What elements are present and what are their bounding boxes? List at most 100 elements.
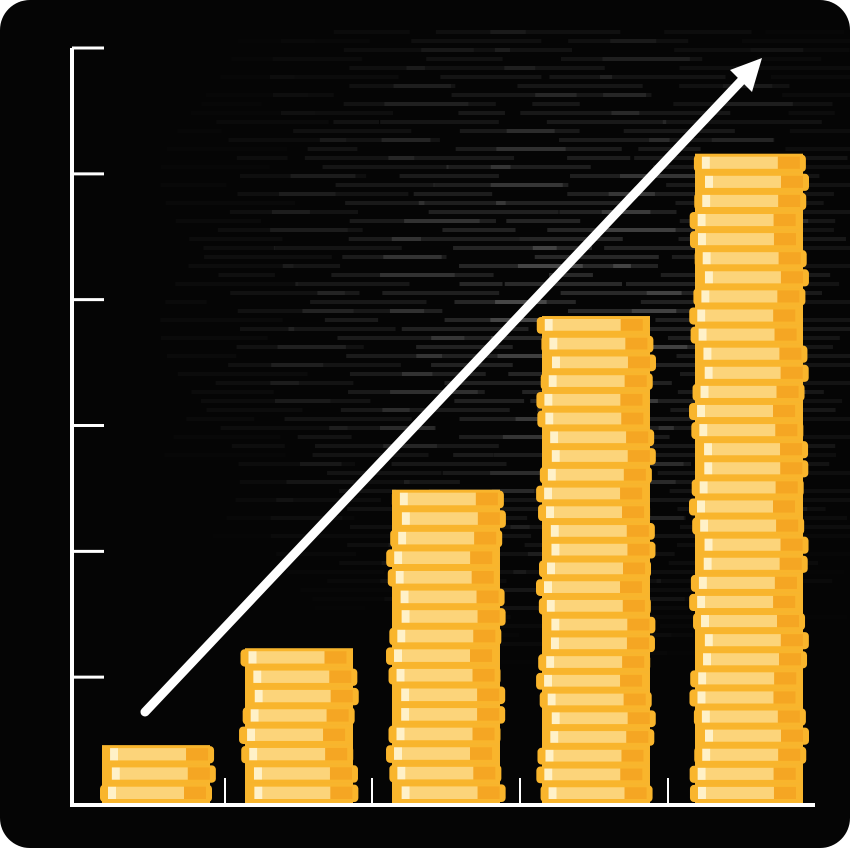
stripe <box>327 471 442 475</box>
stripe <box>381 138 431 142</box>
coin-shine <box>401 512 410 525</box>
stripe <box>623 129 735 133</box>
stripe <box>416 345 513 349</box>
coin-shine <box>253 670 262 683</box>
coin <box>393 706 506 724</box>
coin <box>536 579 649 596</box>
coin-shade <box>625 337 648 350</box>
coin-face <box>552 581 621 593</box>
coin-shine <box>550 431 559 444</box>
coin-face <box>255 728 324 741</box>
coin-shine <box>400 590 409 604</box>
stripe <box>288 327 396 331</box>
coin-shine <box>547 693 556 706</box>
stripe <box>192 390 274 394</box>
stripe <box>491 336 589 340</box>
stripe <box>232 444 285 448</box>
coin <box>536 766 649 784</box>
stripe <box>568 39 657 43</box>
stripe <box>453 453 494 457</box>
stripe <box>237 192 336 196</box>
stripe <box>495 300 547 304</box>
coin-face <box>707 481 776 494</box>
coin-shine <box>544 393 553 406</box>
coin <box>693 288 806 306</box>
coin-face <box>709 710 778 723</box>
stripe <box>772 228 834 232</box>
coin-shine <box>253 767 262 780</box>
stripe <box>317 291 360 295</box>
coin-shine <box>550 637 559 650</box>
coin-shine <box>401 786 410 799</box>
coin <box>696 632 809 650</box>
coin-shade <box>773 213 796 227</box>
stripe <box>655 318 722 322</box>
stripe <box>401 327 529 331</box>
coin <box>386 549 499 568</box>
stripe <box>349 66 425 70</box>
coin-shine <box>401 708 410 721</box>
coin-shade <box>780 443 803 456</box>
coin-shine <box>551 450 560 462</box>
coin-shine <box>546 599 555 612</box>
stripe <box>559 210 651 214</box>
coin <box>392 588 505 607</box>
coin-shade <box>623 693 646 706</box>
coin <box>689 211 802 230</box>
stripe <box>342 255 447 259</box>
stripe <box>775 165 850 169</box>
stripe <box>789 264 850 268</box>
stripe <box>177 129 222 133</box>
coin <box>689 231 802 249</box>
stripe <box>380 273 494 277</box>
stripe <box>175 282 298 286</box>
coin <box>694 746 807 764</box>
coin-shine <box>703 347 712 360</box>
coin-shine <box>701 710 710 723</box>
coin-shade <box>471 571 494 584</box>
stripe <box>451 93 577 97</box>
stripe <box>164 453 286 457</box>
coin-face <box>705 691 774 704</box>
coin-shine <box>396 727 405 741</box>
stripe <box>162 489 285 493</box>
stripe <box>783 246 850 250</box>
stripe <box>286 570 384 574</box>
coin <box>689 498 802 516</box>
coin-face <box>552 768 621 781</box>
stripe <box>270 381 354 385</box>
coin-face <box>711 347 780 360</box>
coin <box>393 784 506 802</box>
coin <box>387 569 500 587</box>
coin <box>542 523 655 540</box>
stripe <box>629 462 684 466</box>
stripe <box>335 183 435 187</box>
stripe <box>161 336 268 340</box>
coin-shine <box>704 729 713 742</box>
stripe <box>673 102 793 106</box>
coin-shine <box>111 767 120 780</box>
stripe <box>426 57 503 61</box>
stripe <box>560 291 682 295</box>
coin <box>542 635 655 653</box>
coin-shade <box>773 786 796 799</box>
coin <box>388 725 501 744</box>
stripe <box>782 453 837 457</box>
coin-shine <box>546 506 555 519</box>
stripe <box>349 84 451 88</box>
stripe <box>281 111 393 115</box>
coin-face <box>552 393 621 406</box>
coin-face <box>712 443 781 456</box>
stripe <box>290 174 356 178</box>
stripe <box>546 120 667 124</box>
stripe <box>615 417 739 421</box>
stripe <box>649 138 775 142</box>
coin-face <box>707 424 776 437</box>
coin-shade <box>622 656 645 668</box>
stripe <box>710 120 822 124</box>
coin <box>693 613 806 631</box>
stripe <box>319 138 440 142</box>
stripe <box>165 300 206 304</box>
coin-shade <box>773 500 796 513</box>
